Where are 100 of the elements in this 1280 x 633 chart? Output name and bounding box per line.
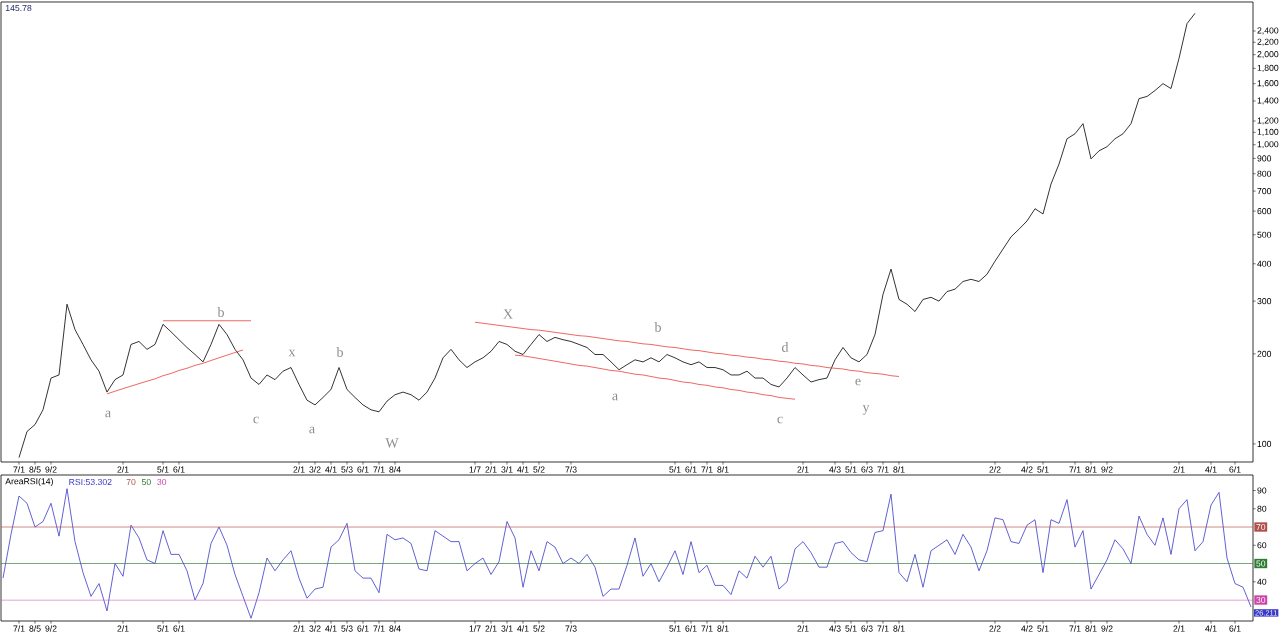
annotation: b [217, 307, 224, 317]
y-tick-label: 2,400 [1257, 27, 1279, 35]
x-tick-label: 2/1 [1173, 625, 1185, 632]
x-tick-label: 6/1 [685, 625, 697, 632]
x-tick-label: 8/5 [29, 625, 41, 632]
x-tick-label: 9/2 [45, 466, 57, 473]
annotation: d [782, 342, 789, 352]
annotation: X [503, 309, 513, 319]
y-tick-label: 1,600 [1257, 80, 1279, 88]
x-tick-label: 4/1 [517, 625, 529, 632]
ref-line-label: 30 [1256, 596, 1266, 604]
y-tick-label: 800 [1257, 170, 1272, 177]
y-tick-label: 700 [1257, 188, 1272, 195]
line-series [514, 354, 796, 400]
annotation: b [336, 347, 343, 357]
text: 30 [157, 478, 167, 486]
x-tick-label: 4/3 [829, 625, 841, 632]
y-tick-label: 80 [1257, 505, 1267, 512]
x-tick-label: 7/1 [701, 466, 713, 473]
x-tick-label: 2/1 [1173, 466, 1185, 473]
x-tick-label: 5/1 [1037, 466, 1049, 473]
y-tick-label: 60 [1257, 542, 1267, 549]
x-tick-label: 7/1 [877, 466, 889, 473]
annotation: e [855, 378, 861, 386]
y-tick-label: 1,000 [1257, 141, 1279, 149]
x-tick-label: 5/3 [341, 466, 353, 473]
x-tick-label: 4/2 [1021, 466, 1033, 473]
ref-line-label: 70 [1256, 523, 1266, 531]
line-series [18, 12, 1196, 458]
ref-line-label: 50 [1256, 560, 1266, 567]
x-tick-label: 7/3 [565, 466, 577, 473]
y-tick-label: 40 [1257, 578, 1267, 585]
y-tick-label: 900 [1257, 155, 1272, 162]
x-tick-label: 8/1 [893, 466, 905, 473]
annotation: b [654, 322, 661, 332]
x-tick-label: 2/1 [485, 466, 497, 473]
x-tick-label: 5/2 [533, 625, 545, 632]
annotation: x [288, 349, 296, 357]
x-tick-label: 5/1 [845, 625, 857, 632]
x-tick-label: 7/1 [373, 625, 385, 632]
x-tick-label: 5/1 [845, 466, 857, 473]
x-tick-label: 8/1 [1085, 466, 1097, 473]
x-tick-label: 7/1 [373, 466, 385, 473]
x-tick-label: 8/4 [389, 466, 401, 473]
x-tick-label: 3/1 [501, 625, 513, 632]
y-tick-label: 1,200 [1257, 117, 1279, 125]
x-tick-label: 4/3 [829, 466, 841, 473]
x-tick-label: 4/1 [1205, 625, 1217, 632]
x-tick-label: 9/2 [1101, 625, 1113, 632]
chart-title: AreaRSI(14) [5, 477, 53, 487]
x-tick-label: 7/1 [877, 625, 889, 632]
x-tick-label: 1/7 [469, 625, 481, 632]
text: 70 [126, 478, 136, 486]
x-tick-label: 4/1 [325, 466, 337, 473]
x-tick-label: 5/3 [341, 625, 353, 632]
x-tick-label: 7/3 [565, 625, 577, 632]
x-tick-label: 6/3 [861, 466, 873, 473]
annotation: c [253, 416, 259, 424]
x-tick-label: 2/2 [989, 466, 1001, 473]
x-tick-label: 6/1 [1229, 625, 1241, 632]
x-tick-label: 2/1 [797, 625, 809, 632]
text: 50 [141, 478, 151, 486]
y-tick-label: 2,000 [1257, 51, 1279, 59]
x-tick-label: 6/1 [173, 466, 185, 473]
annotation: W [385, 438, 399, 448]
y-tick-label: 1,800 [1257, 64, 1279, 72]
x-tick-label: 2/1 [117, 466, 129, 473]
x-tick-label: 7/1 [1069, 625, 1081, 632]
annotation: a [309, 426, 315, 434]
x-tick-label: 2/1 [485, 625, 497, 632]
x-tick-label: 7/1 [701, 625, 713, 632]
x-tick-label: 2/2 [989, 625, 1001, 632]
x-tick-label: 6/1 [1229, 466, 1241, 473]
x-tick-label: 2/1 [797, 466, 809, 473]
annotation: a [612, 393, 618, 401]
annotation: c [777, 416, 783, 424]
x-tick-label: 8/1 [717, 625, 729, 632]
y-tick-label: 400 [1257, 260, 1272, 267]
x-tick-label: 6/1 [173, 625, 185, 632]
x-tick-label: 4/1 [325, 625, 337, 632]
y-tick-label: 100 [1257, 440, 1272, 447]
x-tick-label: 4/2 [1021, 625, 1033, 632]
x-tick-label: 8/4 [389, 625, 401, 632]
y-tick-label: 600 [1257, 208, 1272, 215]
annotation: a [105, 410, 111, 418]
x-tick-label: 3/1 [501, 466, 513, 473]
y-tick-label: 1,100 [1257, 128, 1279, 136]
x-tick-label: 8/1 [893, 625, 905, 632]
x-tick-label: 8/5 [29, 466, 41, 473]
y-tick-label: 300 [1257, 298, 1272, 305]
y-tick-label: 2,200 [1257, 38, 1279, 46]
x-tick-label: 6/1 [685, 466, 697, 473]
x-tick-label: 2/1 [293, 625, 305, 632]
x-tick-label: 3/2 [309, 466, 321, 473]
annotation: y [862, 405, 870, 415]
x-tick-label: 4/1 [517, 466, 529, 473]
x-tick-label: 5/1 [157, 466, 169, 473]
x-tick-label: 9/2 [45, 625, 57, 632]
line-series [106, 349, 244, 395]
x-tick-label: 6/1 [357, 625, 369, 632]
